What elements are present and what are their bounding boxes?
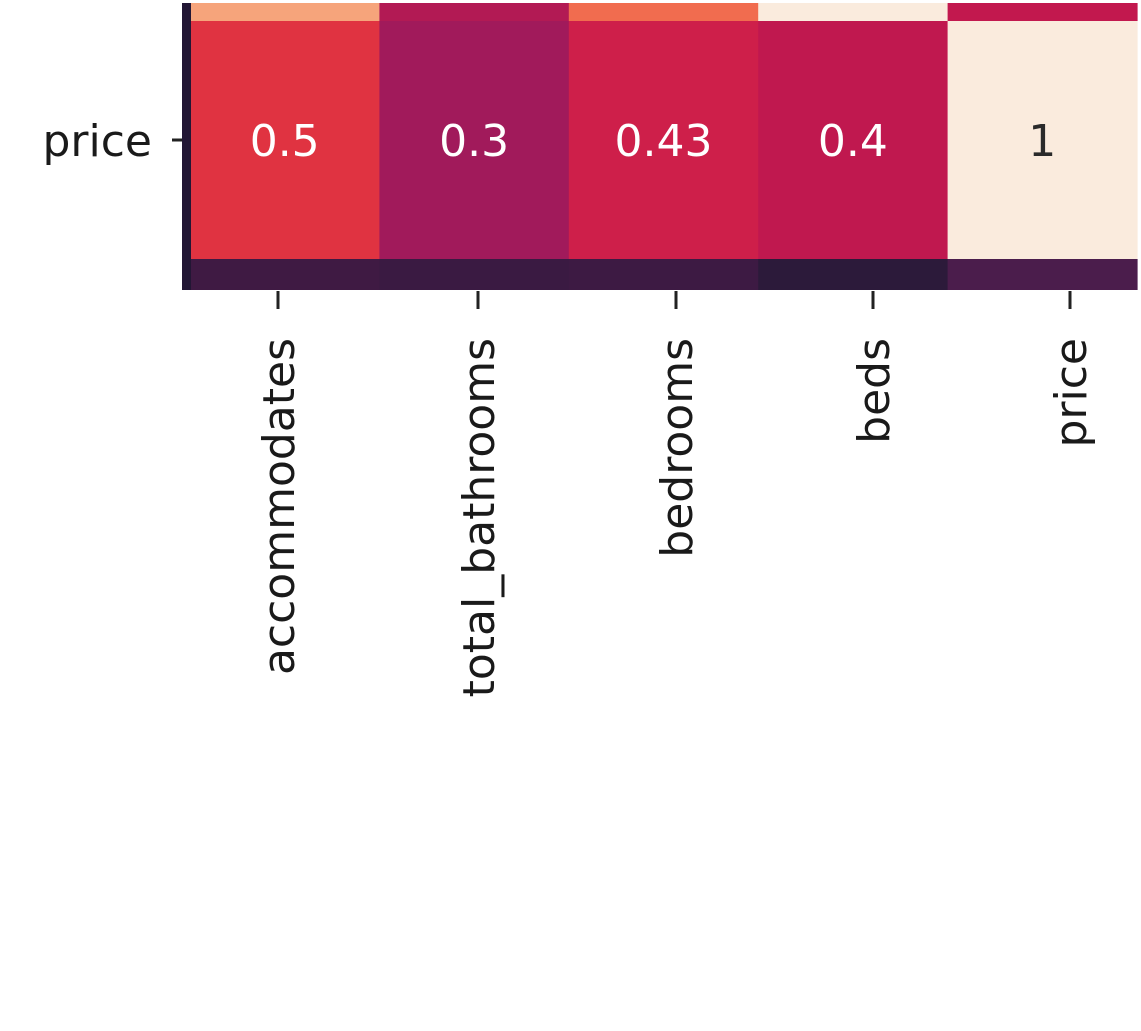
partial-cell-above-beds xyxy=(758,3,949,21)
x-tick-label: price xyxy=(1046,338,1097,448)
heatmap-row-price: 0.5 0.3 0.43 0.4 1 xyxy=(190,21,1138,259)
partial-cell-below-beds xyxy=(758,259,949,290)
y-tick-label: price xyxy=(42,116,152,167)
partial-row-below xyxy=(190,259,1138,290)
heatmap-cell-bedrooms xyxy=(568,21,759,259)
x-tick-label: beds xyxy=(849,338,900,444)
partial-cell-below-bedrooms xyxy=(568,259,759,290)
y-axis: price xyxy=(42,116,182,167)
cell-value-label: 1 xyxy=(1028,116,1056,167)
partial-cell-above-accommodates xyxy=(190,3,380,21)
heatmap-cell-accommodates xyxy=(190,21,380,259)
partial-cell-below-price xyxy=(947,259,1138,290)
heatmap-cell-price xyxy=(947,21,1138,259)
cell-value-label: 0.5 xyxy=(250,116,320,167)
x-tick-label: total_bathrooms xyxy=(454,338,505,697)
partial-row-above xyxy=(190,3,1138,21)
partial-cell-above-total_bathrooms xyxy=(379,3,570,21)
x-tick-label: accommodates xyxy=(254,338,305,675)
cell-value-label: 0.43 xyxy=(615,116,713,167)
partial-cell-above-price xyxy=(947,3,1138,21)
colorbar-edge xyxy=(182,3,191,290)
partial-cell-below-total_bathrooms xyxy=(379,259,570,290)
x-tick-label: bedrooms xyxy=(652,338,703,558)
heatmap-cell-beds xyxy=(758,21,949,259)
x-axis: accommodates total_bathrooms bedrooms beds p… xyxy=(254,291,1097,697)
cell-value-label: 0.3 xyxy=(439,116,509,167)
heatmap-cell-total_bathrooms xyxy=(379,21,570,259)
partial-cell-above-bedrooms xyxy=(568,3,759,21)
partial-cell-below-accommodates xyxy=(190,259,380,290)
cell-value-label: 0.4 xyxy=(818,116,888,167)
